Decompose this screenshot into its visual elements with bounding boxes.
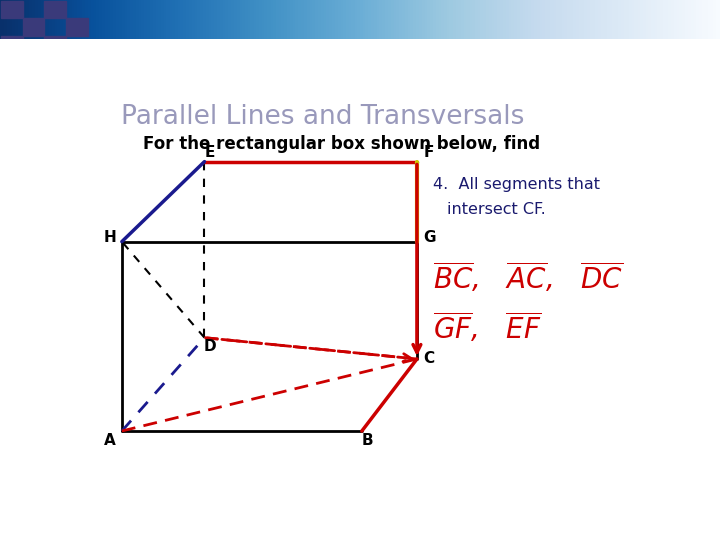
Text: intersect CF.: intersect CF. xyxy=(447,202,546,217)
Bar xyxy=(45,36,66,53)
Text: B: B xyxy=(361,433,373,448)
Text: A: A xyxy=(104,433,115,448)
Text: $\overline{GF}$,   $\overline{EF}$: $\overline{GF}$, $\overline{EF}$ xyxy=(433,310,541,345)
Bar xyxy=(66,18,88,36)
Text: $\overline{BC}$,   $\overline{AC}$,   $\overline{DC}$: $\overline{BC}$, $\overline{AC}$, $\over… xyxy=(433,260,624,295)
Bar xyxy=(45,1,66,18)
Text: C: C xyxy=(423,352,435,367)
Text: D: D xyxy=(204,339,216,354)
Text: E: E xyxy=(205,145,215,160)
Text: Parallel Lines and Transversals: Parallel Lines and Transversals xyxy=(121,104,524,130)
Bar xyxy=(1,1,23,18)
Bar xyxy=(1,36,23,53)
Text: For the rectangular box shown below, find: For the rectangular box shown below, fin… xyxy=(143,136,540,153)
Text: G: G xyxy=(423,230,436,245)
Text: 4.  All segments that: 4. All segments that xyxy=(433,177,600,192)
Text: F: F xyxy=(424,145,434,160)
Text: H: H xyxy=(103,230,116,245)
Bar xyxy=(23,18,45,36)
